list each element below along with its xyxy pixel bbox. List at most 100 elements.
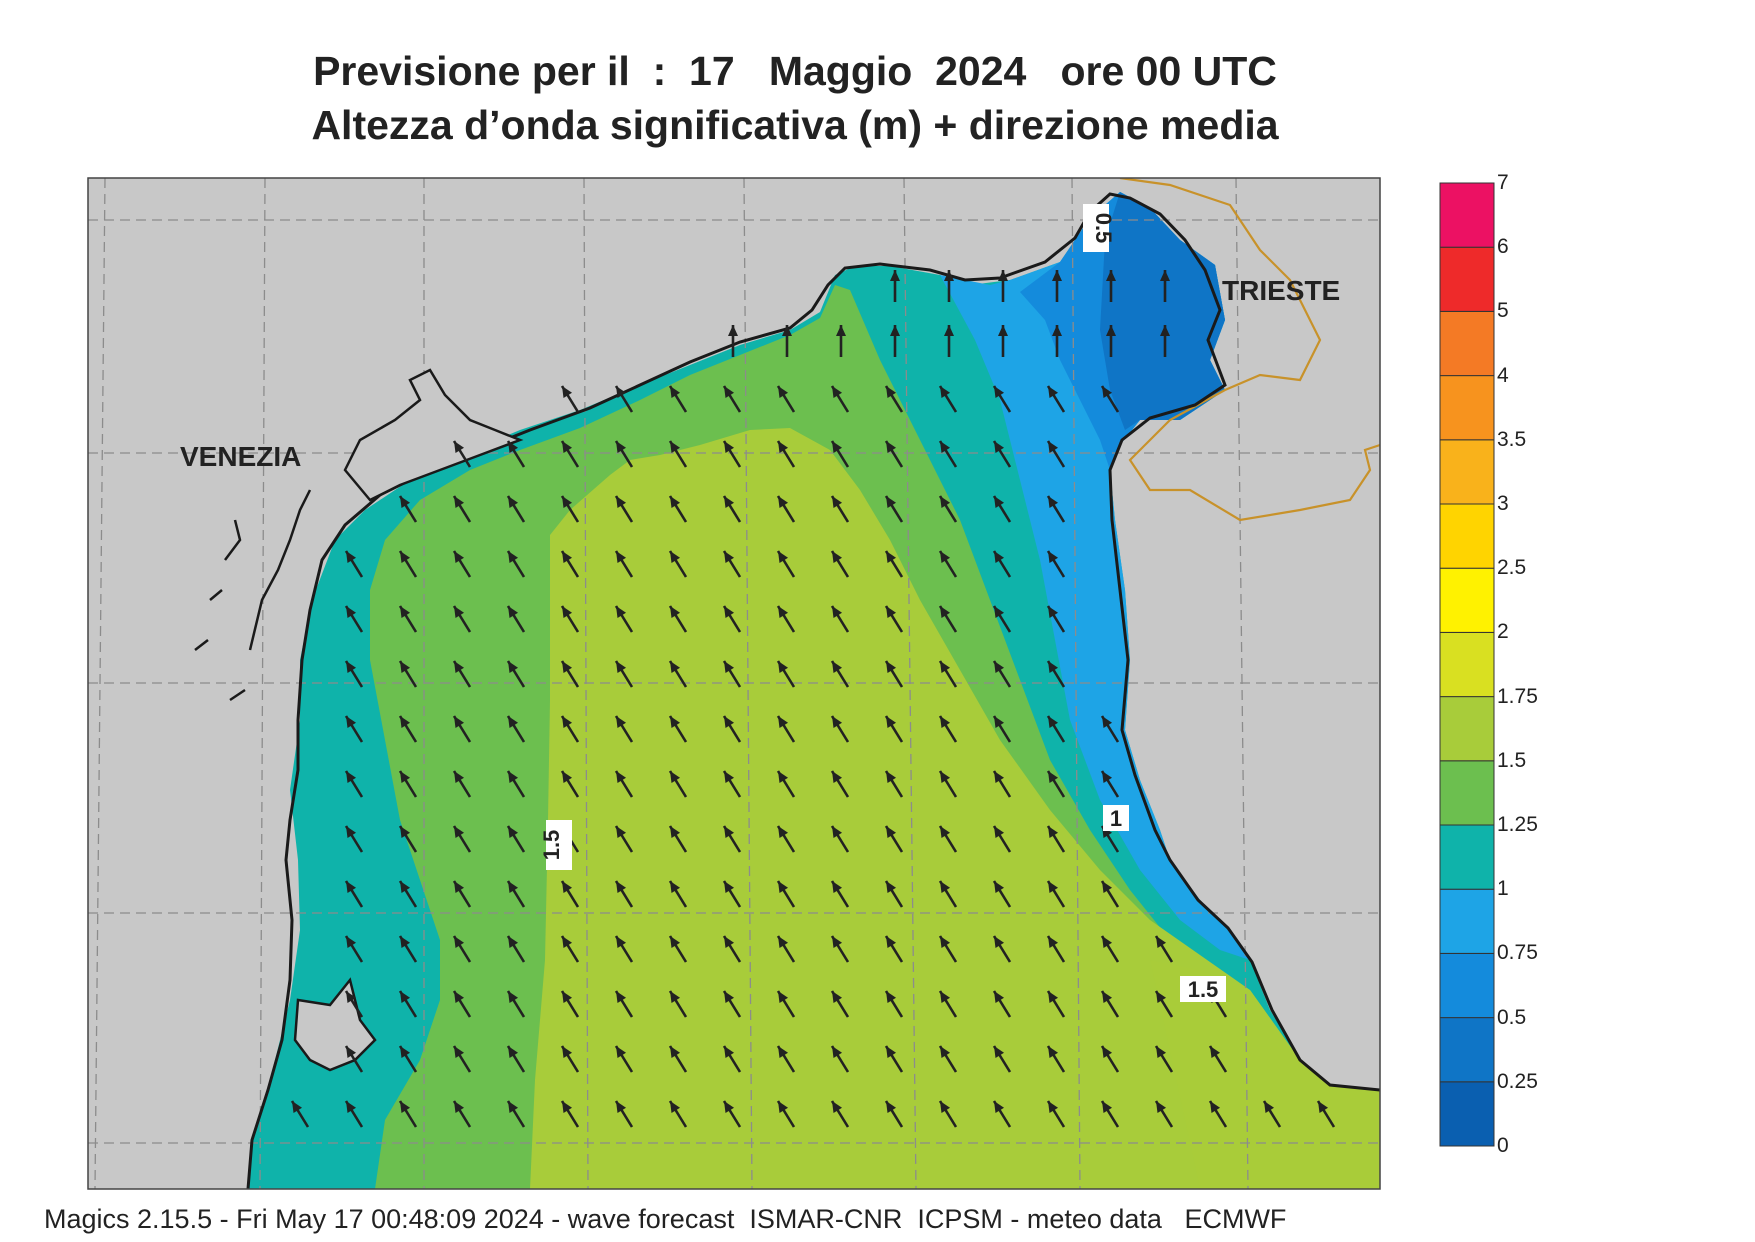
direction-arrow-head — [1210, 1101, 1221, 1113]
direction-arrow-head — [724, 771, 735, 783]
direction-arrow-head — [832, 771, 843, 783]
colorbar-band — [1439, 567, 1495, 633]
direction-arrow-head — [346, 881, 357, 893]
direction-arrow-head — [994, 936, 1005, 948]
direction-arrow-head — [832, 991, 843, 1003]
direction-arrow-head — [400, 606, 411, 618]
place-trieste: TRIESTE — [1222, 275, 1340, 306]
direction-arrow-head — [778, 826, 789, 838]
direction-arrow-head — [670, 661, 681, 673]
direction-arrow-head — [454, 661, 465, 673]
direction-arrow-head — [400, 1101, 411, 1113]
direction-arrow-head — [346, 606, 357, 618]
direction-arrow-head — [670, 716, 681, 728]
direction-arrow-head — [778, 1046, 789, 1058]
direction-arrow-head — [940, 441, 951, 453]
direction-arrow-head — [1102, 1046, 1113, 1058]
direction-arrow-head — [940, 606, 951, 618]
direction-arrow-head — [940, 496, 951, 508]
direction-arrow-head — [400, 936, 411, 948]
direction-arrow-head — [508, 606, 519, 618]
direction-arrow-head — [998, 325, 1008, 336]
direction-arrow-head — [1048, 716, 1059, 728]
direction-arrow-head — [616, 661, 627, 673]
direction-arrow-head — [1048, 826, 1059, 838]
direction-arrow-head — [1156, 991, 1167, 1003]
colorbar-level-label: 1.5 — [1497, 748, 1527, 772]
direction-arrow-head — [1048, 991, 1059, 1003]
colorbar-band — [1439, 310, 1495, 377]
direction-arrow-head — [508, 496, 519, 508]
direction-arrow-head — [994, 496, 1005, 508]
direction-arrow-head — [724, 881, 735, 893]
direction-arrow-head — [890, 325, 900, 336]
direction-arrow-head — [994, 386, 1005, 398]
direction-arrow-head — [670, 1101, 681, 1113]
colorbar-level-label: 6 — [1497, 235, 1509, 259]
direction-arrow-head — [1102, 386, 1113, 398]
direction-arrow-head — [832, 441, 843, 453]
colorbar — [1439, 182, 1495, 1147]
colorbar-band — [1439, 631, 1495, 698]
contour-label-1.5-west: 1.5 — [539, 820, 572, 870]
direction-arrow-head — [670, 826, 681, 838]
direction-arrow-head — [616, 936, 627, 948]
direction-arrow-head — [454, 771, 465, 783]
colorbar-level-label: 1.75 — [1497, 684, 1538, 708]
direction-arrow-head — [724, 606, 735, 618]
colorbar-band — [1439, 1081, 1495, 1147]
direction-arrow-head — [454, 441, 465, 453]
direction-arrow-head — [670, 991, 681, 1003]
lat-lon-grid — [88, 178, 1380, 1189]
direction-arrow-head — [346, 1101, 357, 1113]
map-frame — [87, 177, 1381, 1190]
direction-arrow-head — [728, 325, 738, 336]
colorbar-band — [1439, 375, 1495, 441]
direction-arrow-head — [940, 1046, 951, 1058]
direction-arrow-head — [994, 716, 1005, 728]
direction-arrow-head — [454, 606, 465, 618]
place-venezia: VENEZIA — [180, 441, 301, 472]
direction-arrow-head — [508, 1101, 519, 1113]
direction-arrow-head — [886, 496, 897, 508]
direction-arrow-head — [508, 441, 519, 453]
colorbar-level-label: 1 — [1497, 877, 1509, 901]
direction-arrow-head — [782, 325, 792, 336]
direction-arrow-head — [562, 991, 573, 1003]
direction-arrow-head — [1048, 1046, 1059, 1058]
direction-arrow-head — [832, 716, 843, 728]
direction-arrow-head — [778, 936, 789, 948]
direction-arrow-head — [562, 661, 573, 673]
direction-arrow-head — [670, 606, 681, 618]
direction-arrow-head — [508, 1046, 519, 1058]
direction-arrow-head — [724, 386, 735, 398]
direction-arrow-head — [1048, 1101, 1059, 1113]
colorbar-band — [1439, 888, 1495, 954]
po-delta — [293, 977, 377, 1072]
direction-arrow-head — [832, 606, 843, 618]
direction-arrow-head — [508, 936, 519, 948]
direction-arrow-head — [616, 716, 627, 728]
direction-arrow-head — [1102, 991, 1113, 1003]
direction-arrow-head — [994, 606, 1005, 618]
direction-arrow-head — [832, 936, 843, 948]
direction-arrow-head — [346, 771, 357, 783]
direction-arrow-head — [940, 936, 951, 948]
direction-arrow-head — [454, 496, 465, 508]
direction-arrow-head — [562, 496, 573, 508]
direction-arrow-head — [508, 716, 519, 728]
direction-arrow-head — [940, 1101, 951, 1113]
direction-arrow-head — [616, 441, 627, 453]
direction-arrow-head — [400, 716, 411, 728]
direction-arrow-head — [724, 991, 735, 1003]
colorbar-level-label: 2.5 — [1497, 556, 1527, 580]
footer-credits: Magics 2.15.5 - Fri May 17 00:48:09 2024… — [44, 1204, 1287, 1234]
direction-arrow-head — [886, 1046, 897, 1058]
direction-arrow-head — [508, 826, 519, 838]
colorbar-band — [1439, 760, 1495, 826]
direction-arrow-head — [832, 496, 843, 508]
colorbar-band — [1439, 246, 1495, 312]
colorbar-level-label: 0.25 — [1497, 1069, 1538, 1093]
direction-arrow-head — [454, 1101, 465, 1113]
direction-arrow-head — [886, 551, 897, 563]
